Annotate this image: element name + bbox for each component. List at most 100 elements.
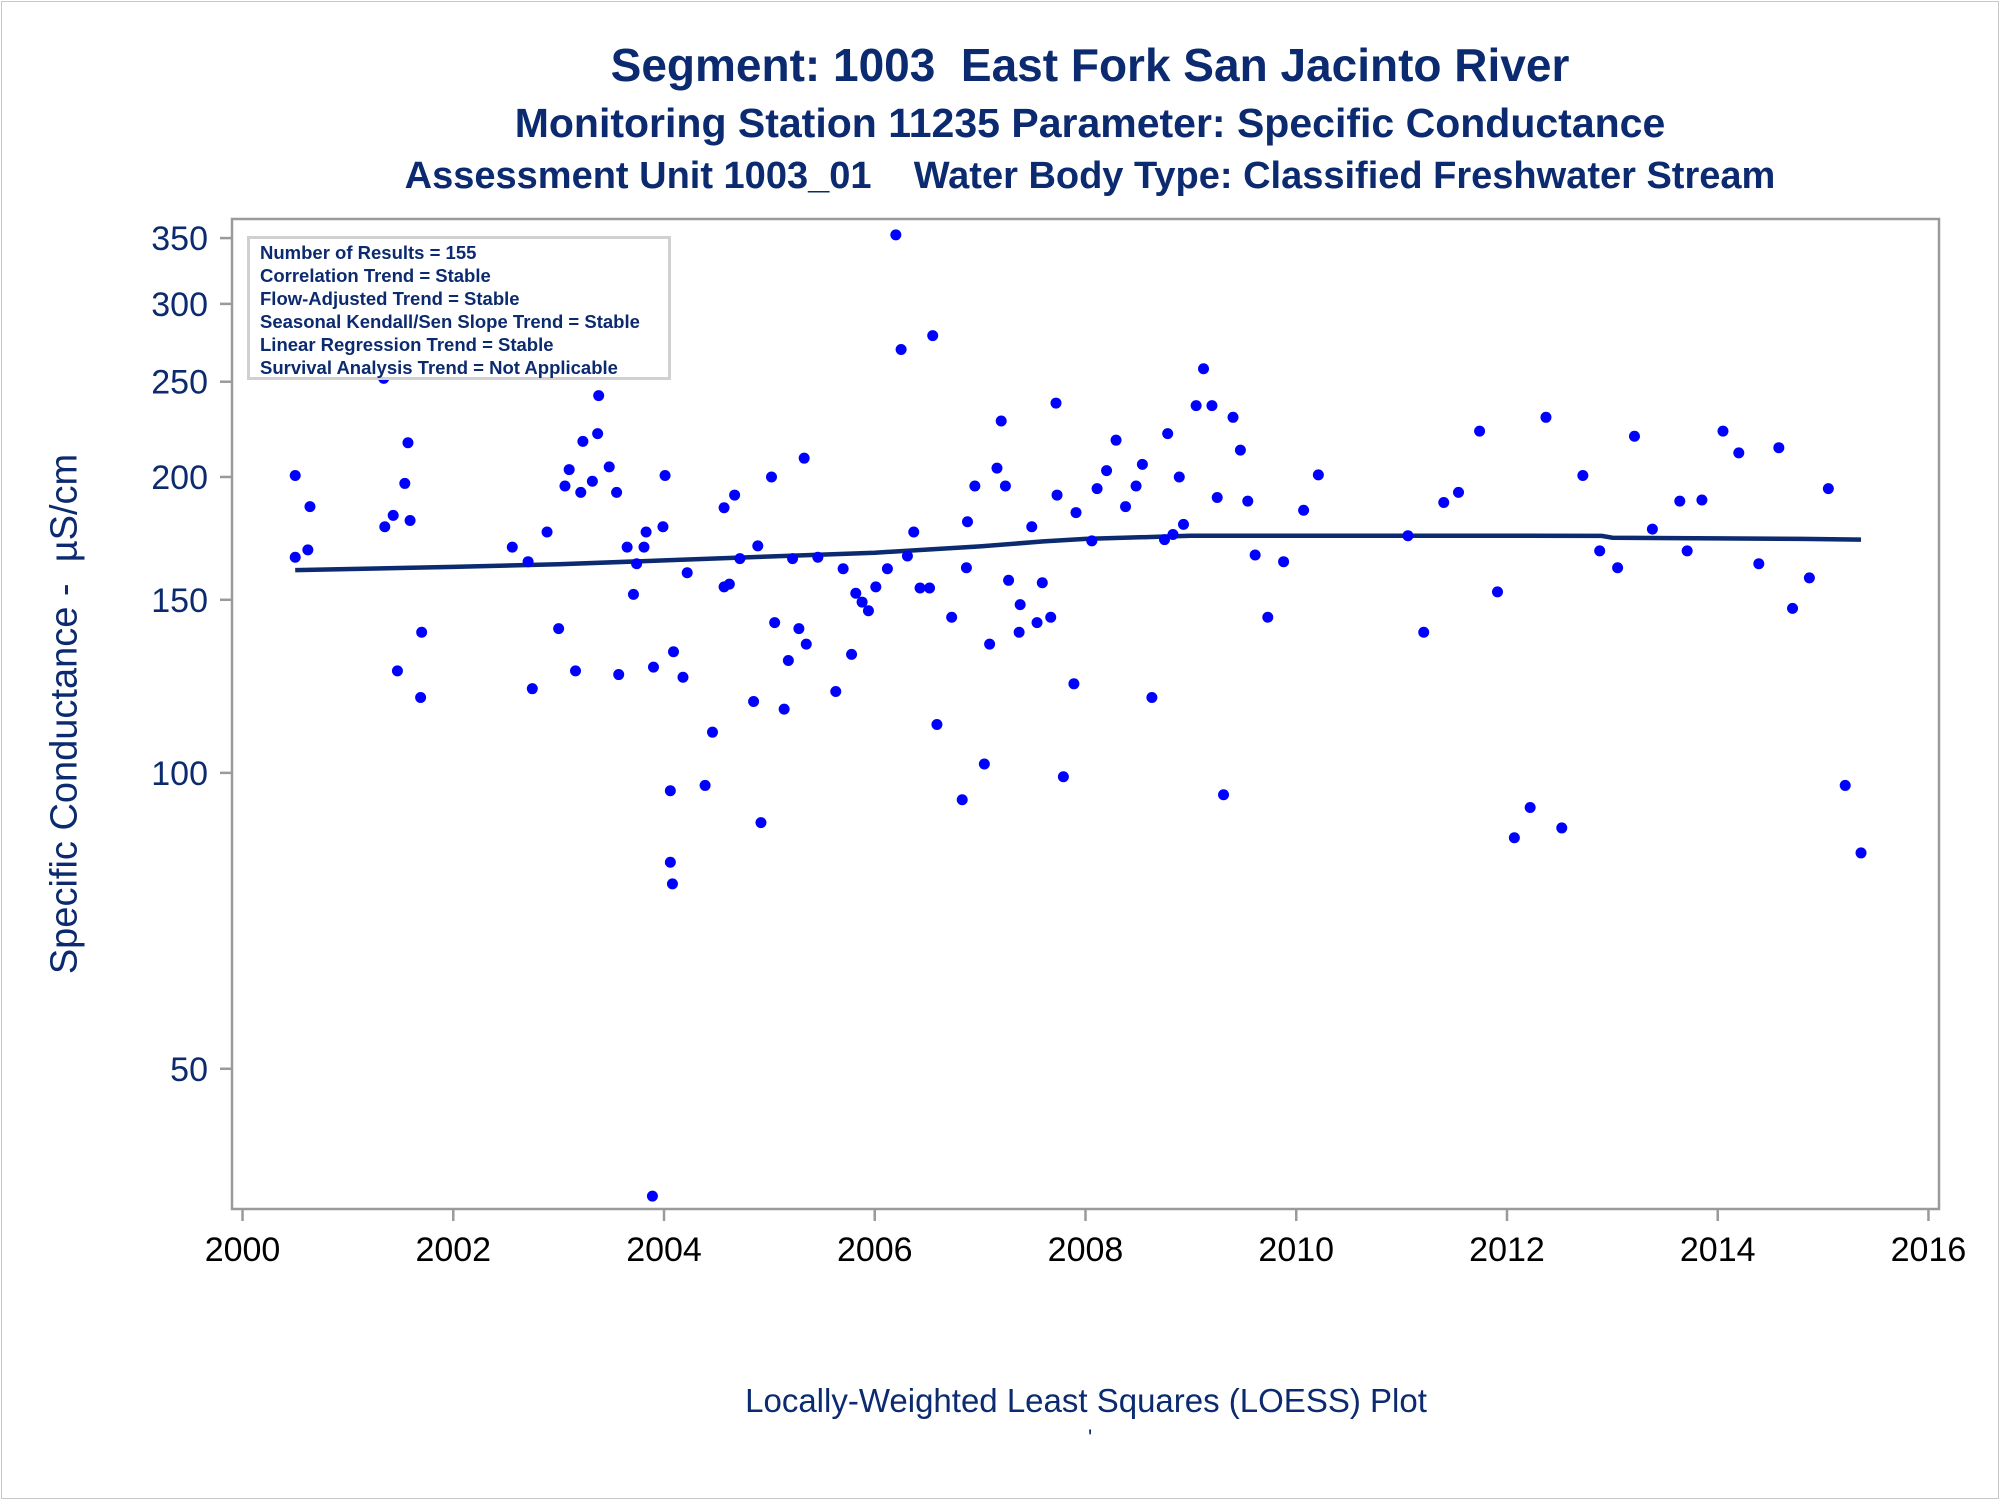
x-tick-label: 2000 xyxy=(205,1231,281,1269)
data-point xyxy=(769,617,781,629)
data-point xyxy=(1577,469,1589,481)
data-point xyxy=(1218,789,1230,801)
data-point xyxy=(1031,617,1043,629)
data-point xyxy=(800,638,812,650)
y-tick-label: 50 xyxy=(170,1051,208,1089)
y-tick-label: 350 xyxy=(151,220,208,258)
data-point xyxy=(1159,534,1171,546)
data-point xyxy=(969,480,981,492)
data-point xyxy=(793,623,805,635)
legend-number-of-results: Number of Results = 155 xyxy=(260,242,477,263)
legend-linear-regression-trend: Linear Regression Trend = Stable xyxy=(260,334,554,355)
data-point xyxy=(752,540,764,552)
data-point xyxy=(664,856,676,868)
data-point xyxy=(960,562,972,574)
footnote: Locally-Weighted Least Squares (LOESS) P… xyxy=(745,1382,1427,1419)
data-point xyxy=(798,452,810,464)
data-point xyxy=(846,648,858,660)
data-point xyxy=(1453,486,1465,498)
data-point xyxy=(1206,400,1218,412)
data-point xyxy=(946,611,958,623)
data-point xyxy=(837,563,849,575)
data-point xyxy=(1508,832,1520,844)
data-point xyxy=(856,596,868,608)
data-point xyxy=(1026,521,1038,533)
data-point xyxy=(647,661,659,673)
x-tick-label: 2008 xyxy=(1048,1231,1124,1269)
data-point xyxy=(1803,572,1815,584)
data-point xyxy=(1146,692,1158,704)
data-point xyxy=(1556,822,1568,834)
data-point xyxy=(1612,562,1624,574)
data-point xyxy=(621,541,633,553)
data-point xyxy=(718,502,730,514)
data-point xyxy=(1674,495,1686,507)
data-point xyxy=(1177,518,1189,530)
data-point xyxy=(404,515,416,527)
data-point xyxy=(657,521,669,533)
chart-subtitle-station: Monitoring Station 11235 Parameter: Spec… xyxy=(514,100,1666,146)
data-point xyxy=(1438,496,1450,508)
data-point xyxy=(541,526,553,538)
data-point xyxy=(1646,523,1658,535)
data-point xyxy=(1110,434,1122,446)
data-point xyxy=(1045,611,1057,623)
data-point xyxy=(559,480,571,492)
x-tick-label: 2002 xyxy=(415,1231,491,1269)
data-point xyxy=(1211,492,1223,504)
legend-seasonal-kendall-trend: Seasonal Kendall/Sen Slope Trend = Stabl… xyxy=(260,311,640,332)
data-point xyxy=(627,588,639,600)
data-point xyxy=(830,685,842,697)
data-point xyxy=(812,551,824,563)
data-point xyxy=(1733,447,1745,459)
y-tick-label: 250 xyxy=(151,364,208,402)
data-point xyxy=(1839,779,1851,791)
data-point xyxy=(1242,495,1254,507)
data-point xyxy=(416,626,428,638)
data-point xyxy=(1057,771,1069,783)
data-point xyxy=(1036,577,1048,589)
data-point xyxy=(631,558,643,570)
data-point xyxy=(748,695,760,707)
x-tick-label: 2004 xyxy=(626,1231,702,1269)
data-point xyxy=(1086,535,1098,547)
data-point xyxy=(1540,411,1552,423)
data-point xyxy=(755,817,767,829)
data-point xyxy=(901,550,913,562)
data-point xyxy=(1003,574,1015,586)
data-point xyxy=(1491,586,1503,598)
data-point xyxy=(778,703,790,715)
data-point xyxy=(787,553,799,565)
x-tick-label: 2016 xyxy=(1891,1231,1967,1269)
x-tick-label: 2014 xyxy=(1680,1231,1756,1269)
data-point xyxy=(289,551,301,563)
data-point xyxy=(699,779,711,791)
data-point xyxy=(1262,611,1274,623)
data-point xyxy=(1474,425,1486,437)
data-point xyxy=(734,553,746,565)
data-point xyxy=(399,477,411,489)
data-point xyxy=(908,526,920,538)
data-point xyxy=(526,683,538,695)
data-point xyxy=(1190,400,1202,412)
data-point xyxy=(1249,549,1261,561)
data-point xyxy=(681,567,693,579)
data-point xyxy=(1696,494,1708,506)
legend-survival-analysis-trend: Survival Analysis Trend = Not Applicable xyxy=(260,357,618,378)
data-point xyxy=(1753,558,1765,570)
data-point xyxy=(881,563,893,575)
data-point xyxy=(666,878,678,890)
data-point xyxy=(850,587,862,599)
data-point xyxy=(563,464,575,476)
data-point xyxy=(1312,469,1324,481)
x-tick-label: 2006 xyxy=(837,1231,913,1269)
data-point xyxy=(289,469,301,481)
data-point xyxy=(890,229,902,241)
data-point xyxy=(638,541,650,553)
data-point xyxy=(664,785,676,797)
data-point xyxy=(1014,599,1026,611)
data-point xyxy=(1822,483,1834,495)
legend-correlation-trend: Correlation Trend = Stable xyxy=(260,265,491,286)
